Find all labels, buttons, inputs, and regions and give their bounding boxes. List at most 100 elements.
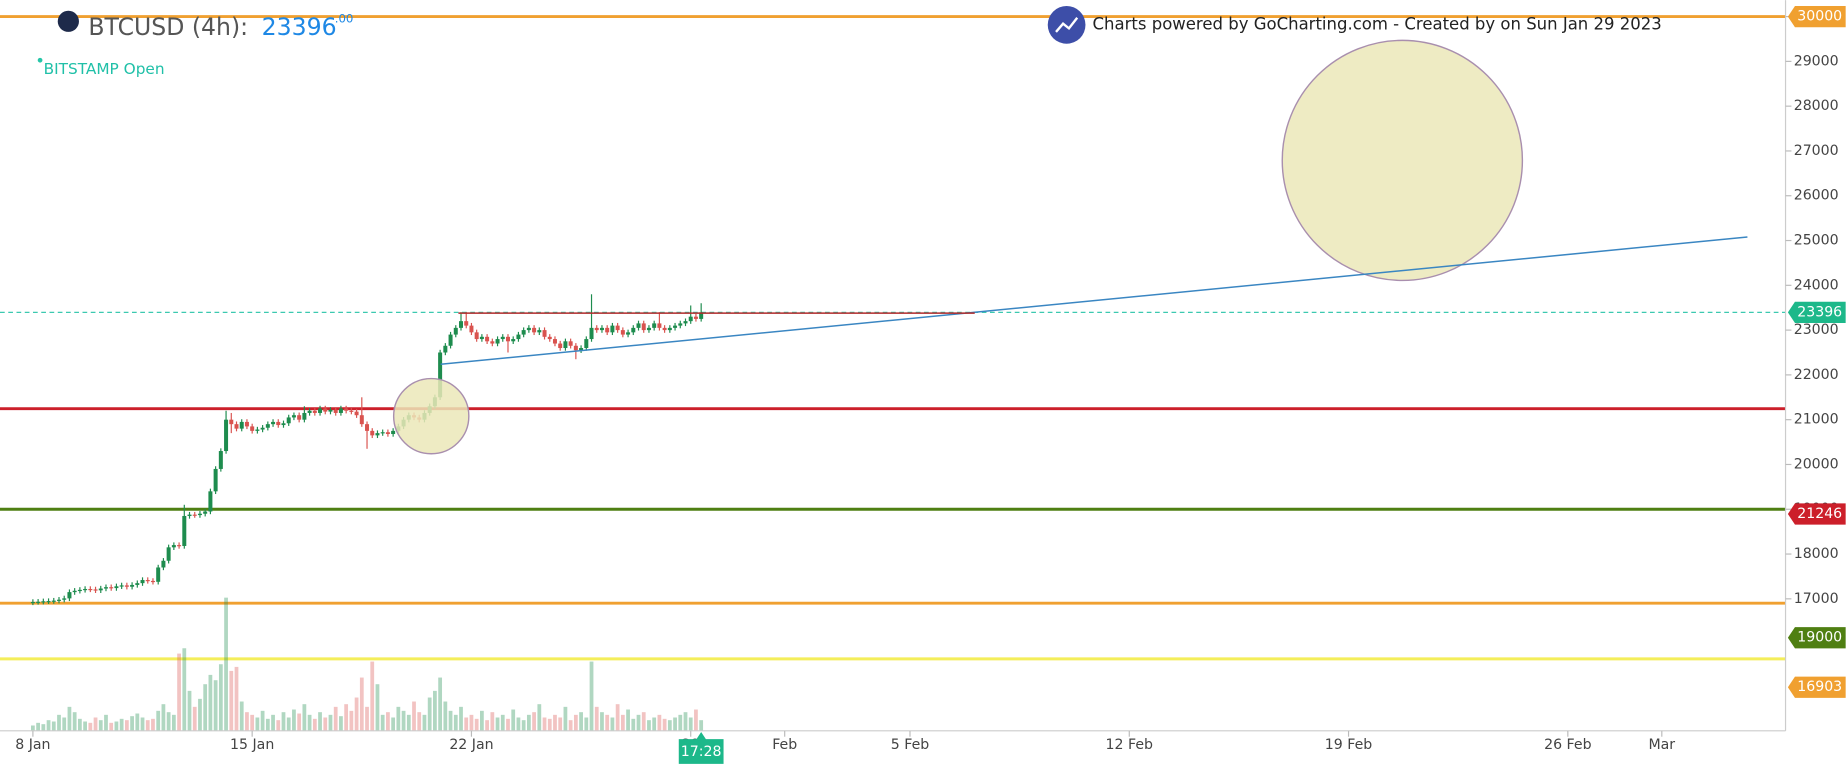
volume-bar [589, 661, 594, 731]
candle-body [359, 415, 364, 425]
volume-bar [563, 706, 568, 731]
y-tick-label: 18000 [1794, 546, 1839, 562]
candle-body [485, 336, 490, 342]
level-tag-box [1787, 503, 1846, 525]
candle-body [161, 560, 166, 568]
last-price-fraction: .00 [335, 11, 354, 25]
candle-body [584, 339, 589, 349]
candle-body [338, 408, 343, 413]
volume-bar [104, 714, 108, 731]
candle-body [109, 587, 114, 589]
volume-bar [328, 714, 333, 731]
candle-body [610, 325, 615, 333]
x-tick-label: 22 Jan [449, 737, 493, 753]
status-dot [37, 57, 43, 63]
volume-bar [98, 720, 103, 731]
level-tag: 21246 [1797, 506, 1842, 522]
volume-bar [532, 712, 536, 731]
candle-body [479, 336, 484, 340]
x-tick-label: 12 Feb [1106, 737, 1154, 753]
candle-body [344, 408, 349, 411]
volume-bar [521, 720, 526, 731]
candle-body [365, 424, 370, 431]
credit-icon-glyph [1055, 17, 1079, 33]
credit-icon [1047, 6, 1086, 44]
current-price-tag: 23396 [1797, 304, 1842, 320]
volume-bar [67, 706, 72, 731]
level-tag-box [1787, 627, 1846, 649]
candle-body [318, 408, 323, 413]
volume-bar [673, 717, 677, 731]
candle-body [77, 589, 82, 592]
volume-bar [579, 712, 583, 731]
candle-body [594, 327, 599, 331]
volume-bar [271, 714, 275, 731]
candle-body [521, 330, 526, 335]
candle-body [114, 586, 119, 589]
candle-body [46, 601, 51, 603]
volume-bar [229, 670, 234, 731]
volume-bar [213, 680, 218, 731]
candle-body [276, 421, 281, 426]
chart-title: BTCUSD (4h): [88, 13, 248, 41]
volume-bar [365, 706, 369, 731]
volume-bar [370, 661, 375, 731]
candle-body [234, 424, 239, 429]
y-tick-label: 24000 [1794, 277, 1839, 293]
volume-bar [166, 712, 171, 731]
volume-bar [224, 597, 228, 731]
level-tag-box [1787, 6, 1846, 28]
volume-bar [318, 712, 322, 731]
candle-body [652, 323, 657, 328]
candle-body [124, 585, 129, 587]
volume-bar [312, 718, 317, 731]
volume-bar [620, 714, 625, 731]
volume-bar [453, 714, 458, 731]
volume-bar [349, 710, 354, 731]
volume-bar [558, 717, 563, 731]
volume-bar [391, 717, 396, 731]
volume-bar [77, 718, 82, 731]
candle-body [203, 511, 208, 514]
candle-body [438, 352, 443, 398]
y-tick-label: 28000 [1794, 98, 1839, 114]
candle-body [667, 327, 672, 331]
candle-body [156, 567, 161, 582]
volume-bar [615, 704, 620, 731]
candle-body [579, 348, 584, 351]
candle-body [464, 321, 469, 326]
candle-body [130, 584, 135, 587]
candle-body [323, 408, 328, 412]
level-tag: 30000 [1797, 9, 1842, 25]
volume-bar [41, 724, 46, 731]
candle-body [328, 409, 333, 412]
circle-drawing [1281, 39, 1524, 282]
candle-body [646, 327, 651, 331]
volume-bar [422, 714, 427, 731]
candle-body [213, 468, 218, 492]
volume-bar [459, 706, 463, 731]
candle-body [458, 321, 464, 328]
candle-body [678, 323, 683, 326]
candle-body [453, 327, 458, 335]
volume-bar [526, 714, 531, 731]
candle-body [36, 601, 41, 603]
candle-body [171, 545, 176, 548]
candle-body [150, 580, 155, 583]
volume-bar [542, 717, 547, 731]
volume-bar [662, 718, 667, 731]
candle-body [615, 325, 620, 331]
symbol-icon [57, 10, 79, 32]
trend-line [440, 236, 1748, 366]
volume-bar [292, 709, 296, 731]
volume-bar [171, 714, 176, 731]
volume-bar [568, 720, 573, 731]
candle-body [244, 421, 249, 427]
volume-bar [333, 706, 338, 731]
volume-bar [62, 717, 67, 731]
candle-body [239, 421, 244, 429]
volume-bar [600, 712, 604, 731]
credit: Charts powered by GoCharting.com - Creat… [1093, 14, 1662, 33]
candle-body [589, 327, 594, 340]
candle-body [103, 587, 108, 589]
